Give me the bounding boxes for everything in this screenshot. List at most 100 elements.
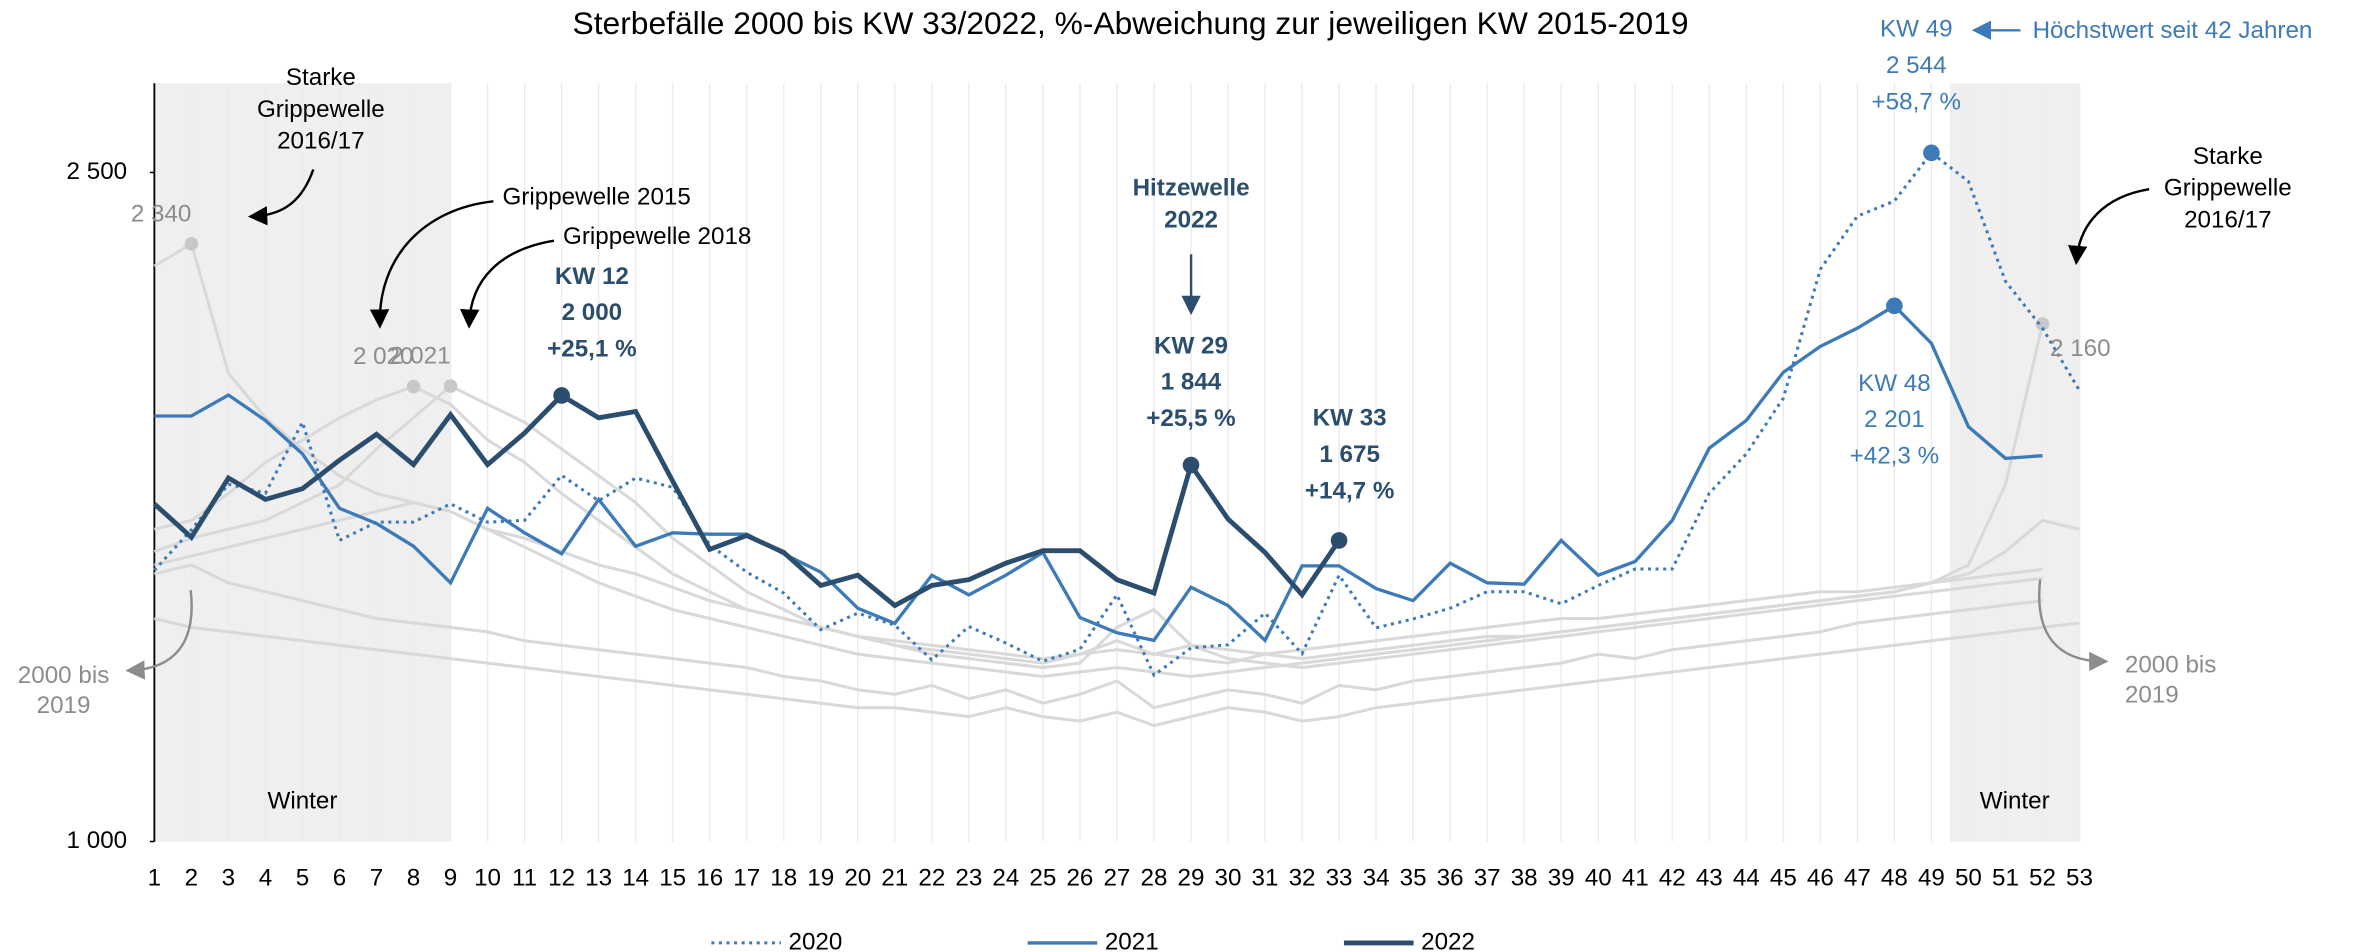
background-line — [153, 384, 2043, 670]
x-tick-label: 52 — [2029, 865, 2056, 892]
callout-change: +14,7 % — [1305, 477, 1395, 504]
legend-label: 2020 — [789, 928, 843, 952]
x-tick-label: 28 — [1140, 865, 1167, 892]
callout-marker — [1923, 144, 1940, 162]
arrow — [125, 590, 193, 680]
x-tick-label: 14 — [622, 865, 649, 892]
x-tick-label: 40 — [1585, 865, 1612, 892]
arrow — [247, 169, 315, 226]
callout-marker — [1330, 532, 1348, 549]
winter-label: Winter — [267, 788, 337, 815]
x-tick-label: 19 — [807, 865, 834, 892]
annotation: Hitzewelle — [1133, 175, 1250, 202]
x-tick-label: 48 — [1881, 865, 1908, 892]
x-tick-label: 15 — [659, 865, 686, 892]
x-tick-label: 13 — [585, 865, 612, 892]
x-tick-label: 41 — [1622, 865, 1649, 892]
callout-change: +58,7 % — [1872, 88, 1962, 115]
annotation: 2016/17 — [277, 128, 365, 155]
x-tick-label: 24 — [992, 865, 1019, 892]
x-tick-label: 6 — [333, 865, 346, 892]
x-tick-label: 47 — [1844, 865, 1871, 892]
peak-marker — [443, 379, 458, 393]
x-tick-label: 32 — [1289, 865, 1316, 892]
x-tick-label: 25 — [1029, 865, 1056, 892]
x-tick-label: 51 — [1992, 865, 2019, 892]
annotation: Grippewelle 2015 — [502, 184, 690, 211]
annotation: Grippewelle — [2164, 175, 2292, 202]
x-tick-label: 43 — [1696, 865, 1723, 892]
x-tick-label: 1 — [148, 865, 161, 892]
peak-marker — [2035, 317, 2050, 331]
x-tick-label: 16 — [696, 865, 723, 892]
y-tick-label: 1 000 — [67, 827, 128, 854]
x-tick-label: 45 — [1770, 865, 1797, 892]
x-tick-label: 44 — [1733, 865, 1760, 892]
annotation: 2022 — [1164, 206, 1218, 233]
callout-week-label: KW 48 — [1858, 370, 1931, 397]
annotation: Starke — [2193, 143, 2263, 170]
callout-marker — [1886, 297, 1903, 315]
background-line — [154, 563, 2043, 710]
x-tick-label: 20 — [844, 865, 871, 892]
callout-value-label: 2 201 — [1864, 406, 1925, 433]
x-tick-label: 11 — [512, 865, 537, 892]
background-line — [154, 617, 2080, 728]
x-tick-label: 27 — [1103, 865, 1130, 892]
x-tick-label: 8 — [407, 865, 420, 892]
x-tick-label: 7 — [370, 865, 383, 892]
x-tick-label: 38 — [1511, 865, 1538, 892]
callout-marker — [1182, 456, 1200, 474]
x-tick-label: 26 — [1066, 865, 1093, 892]
callout-week-label: KW 49 — [1880, 16, 1953, 43]
x-tick-label: 9 — [444, 865, 457, 892]
annotation: Starke — [286, 64, 356, 91]
x-tick-label: 2 — [185, 865, 198, 892]
x-tick-label: 33 — [1326, 865, 1353, 892]
annotation: Höchstwert seit 42 Jahren — [2033, 17, 2313, 44]
x-tick-label: 31 — [1252, 865, 1279, 892]
callout-change: +42,3 % — [1850, 443, 1940, 470]
x-tick-label: 21 — [881, 865, 908, 892]
x-tick-label: 10 — [474, 865, 501, 892]
winter-label: Winter — [1980, 788, 2050, 815]
x-tick-label: 5 — [296, 865, 309, 892]
x-tick-label: 17 — [733, 865, 760, 892]
y-tick-label: 2 500 — [67, 158, 128, 185]
arrow — [2038, 579, 2109, 672]
background-line — [154, 384, 2043, 665]
annotation: 2000 bis — [2125, 651, 2217, 678]
peak-label: 2 340 — [131, 200, 192, 227]
annotation: 2019 — [37, 692, 91, 719]
peak-label: 2 160 — [2050, 335, 2111, 362]
x-tick-label: 12 — [548, 865, 575, 892]
x-tick-label: 39 — [1548, 865, 1575, 892]
callout-week-label: KW 12 — [555, 263, 629, 290]
series-lines — [152, 144, 2081, 678]
x-tick-label: 46 — [1807, 865, 1834, 892]
annotation: Grippewelle — [257, 96, 385, 123]
x-tick-label: 35 — [1400, 865, 1427, 892]
legend-label: 2021 — [1105, 928, 1159, 952]
callout-value-label: 2 544 — [1886, 52, 1947, 79]
x-tick-label: 50 — [1955, 865, 1982, 892]
x-tick-label: 18 — [770, 865, 797, 892]
annotation: 2016/17 — [2184, 206, 2272, 233]
winter-band — [1949, 83, 2080, 842]
callout-week-label: KW 29 — [1154, 332, 1228, 359]
legend-label: 2022 — [1421, 928, 1475, 952]
peak-marker — [184, 237, 199, 251]
callout-marker — [553, 387, 570, 404]
x-tick-label: 37 — [1474, 865, 1501, 892]
x-tick-label: 42 — [1659, 865, 1686, 892]
annotation: 2019 — [2125, 682, 2179, 709]
chart-title: Sterbefälle 2000 bis KW 33/2022, %-Abwei… — [573, 5, 1689, 41]
callout-value-label: 1 675 — [1319, 441, 1380, 468]
callout-change: +25,5 % — [1146, 405, 1236, 432]
callout-change: +25,1 % — [547, 335, 637, 362]
x-tick-label: 3 — [222, 865, 235, 892]
peak-label: 2 020 — [353, 343, 414, 370]
